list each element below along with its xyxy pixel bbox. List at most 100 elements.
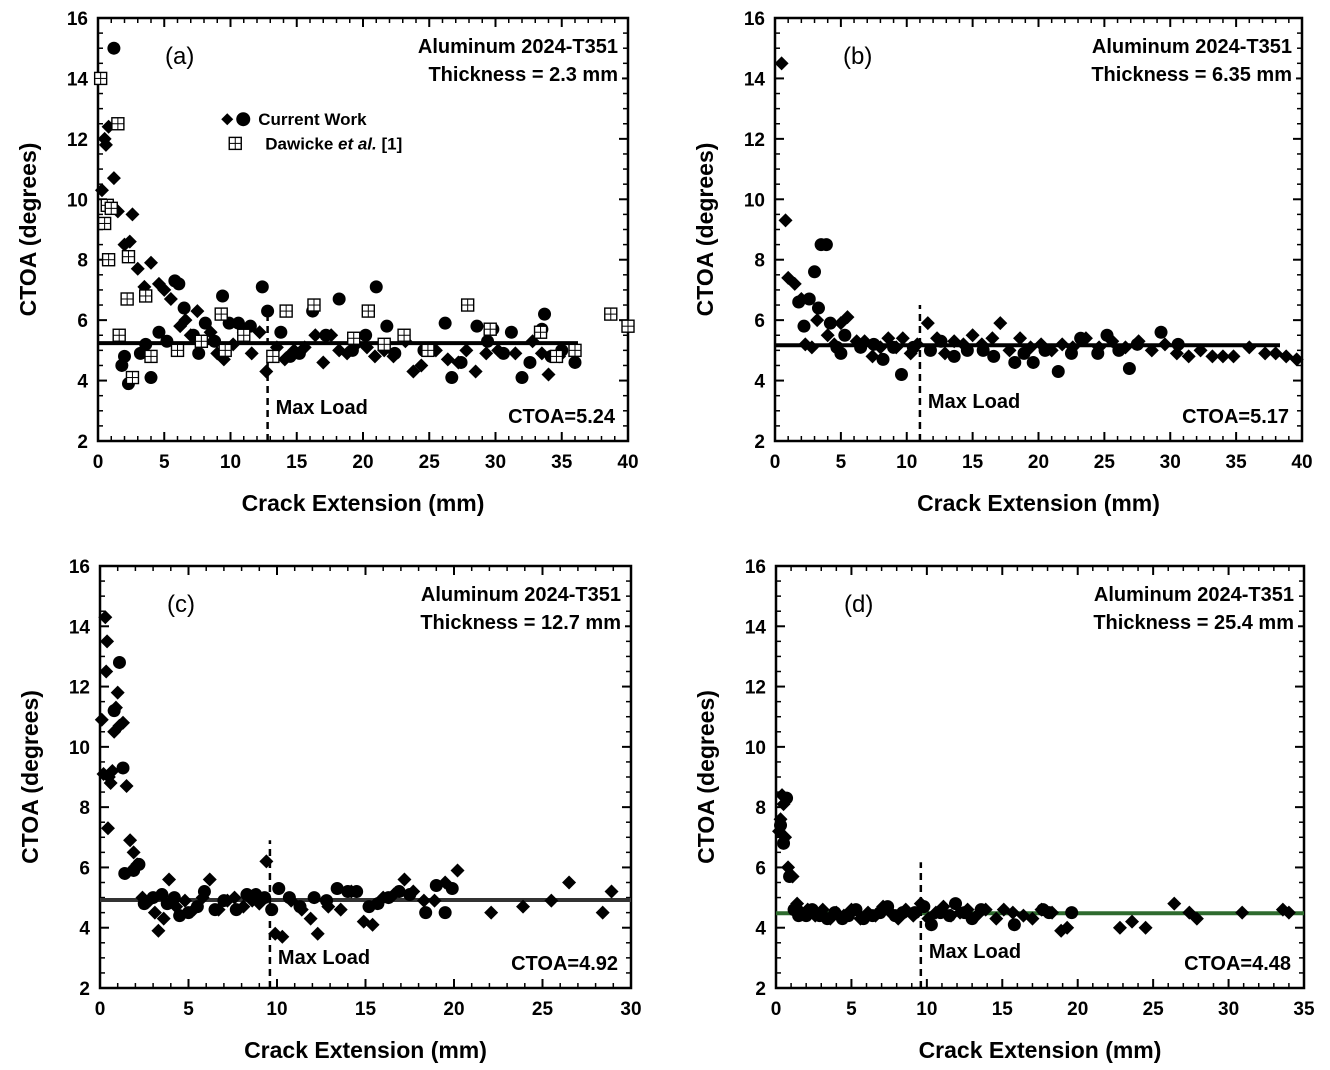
data-point-circle bbox=[1026, 355, 1040, 369]
y-tick-label: 12 bbox=[69, 678, 90, 699]
thickness-label: Thickness = 12.7 mm bbox=[420, 612, 621, 634]
y-tick-label: 4 bbox=[79, 919, 90, 940]
data-point-circle bbox=[255, 280, 269, 294]
legend-diamond-icon bbox=[221, 113, 234, 126]
y-axis-title: CTOA (degrees) bbox=[15, 143, 41, 317]
annotation-background bbox=[1042, 31, 1296, 89]
y-tick-label: 16 bbox=[69, 557, 90, 578]
data-point-circle bbox=[292, 346, 306, 360]
data-point-circle bbox=[293, 900, 307, 914]
data-point-diamond bbox=[1215, 349, 1230, 364]
x-tick-label: 10 bbox=[916, 999, 937, 1020]
x-tick-label: 30 bbox=[1218, 999, 1239, 1020]
data-point-diamond bbox=[202, 872, 217, 887]
data-point-circle bbox=[792, 295, 806, 309]
y-tick-label: 12 bbox=[744, 130, 765, 151]
y-tick-label: 12 bbox=[67, 130, 88, 151]
data-point-circle bbox=[774, 818, 788, 832]
y-tick-label: 2 bbox=[755, 979, 766, 1000]
data-point-diamond bbox=[440, 352, 455, 367]
data-point-gridsquare bbox=[361, 304, 375, 318]
data-point-diamond bbox=[778, 213, 793, 228]
data-point-diamond bbox=[774, 56, 789, 71]
thickness-label: Thickness = 25.4 mm bbox=[1093, 612, 1294, 634]
data-point-diamond bbox=[810, 313, 825, 328]
data-point-circle bbox=[783, 869, 797, 883]
data-point-circle bbox=[1171, 337, 1185, 351]
data-point-diamond bbox=[1226, 349, 1241, 364]
panel-label: (a) bbox=[165, 43, 194, 70]
x-tick-label: 35 bbox=[1293, 999, 1315, 1020]
data-point-gridsquare bbox=[121, 249, 136, 264]
x-tick-label: 0 bbox=[770, 452, 781, 473]
data-point-diamond bbox=[993, 316, 1008, 331]
data-point-gridsquare bbox=[97, 216, 112, 231]
data-point-gridsquare bbox=[483, 322, 497, 336]
data-point-diamond bbox=[1189, 911, 1204, 926]
panel-label: (d) bbox=[844, 591, 873, 618]
data-point-diamond bbox=[516, 899, 531, 914]
data-point-diamond bbox=[316, 355, 331, 370]
y-tick-label: 10 bbox=[745, 738, 766, 759]
data-point-diamond bbox=[130, 261, 145, 276]
data-point-circle bbox=[350, 885, 364, 899]
data-point-diamond bbox=[122, 234, 137, 249]
legend-dawicke-etal: et al. bbox=[338, 134, 377, 153]
data-point-diamond bbox=[94, 712, 109, 727]
data-point-gridsquare bbox=[549, 349, 564, 364]
data-point-circle bbox=[330, 882, 344, 896]
data-point-diamond bbox=[508, 346, 523, 361]
y-tick-label: 2 bbox=[754, 432, 765, 453]
x-tick-label: 0 bbox=[95, 999, 106, 1020]
y-tick-label: 14 bbox=[69, 617, 91, 638]
data-point-diamond bbox=[920, 316, 935, 331]
data-point-diamond bbox=[190, 304, 205, 319]
data-point-circle bbox=[947, 349, 961, 363]
data-point-circle bbox=[894, 368, 908, 382]
data-point-diamond bbox=[1205, 349, 1220, 364]
data-point-circle bbox=[496, 346, 510, 360]
y-tick-label: 16 bbox=[745, 557, 766, 578]
data-point-diamond bbox=[365, 917, 380, 932]
data-point-circle bbox=[332, 292, 346, 306]
data-point-diamond bbox=[119, 779, 134, 794]
data-point-circle bbox=[1154, 325, 1168, 339]
data-point-circle bbox=[949, 897, 963, 911]
y-tick-label: 10 bbox=[69, 738, 90, 759]
data-point-diamond bbox=[103, 776, 118, 791]
data-point-circle bbox=[320, 894, 334, 908]
data-point-gridsquare bbox=[237, 328, 251, 342]
data-point-gridsquare bbox=[266, 349, 280, 364]
data-point-diamond bbox=[1125, 914, 1140, 929]
y-axis-title: CTOA (degrees) bbox=[692, 143, 718, 317]
x-axis-title: Crack Extension (mm) bbox=[244, 1037, 487, 1063]
data-point-diamond bbox=[416, 893, 431, 908]
data-point-circle bbox=[167, 891, 181, 905]
x-tick-label: 40 bbox=[617, 452, 638, 473]
data-point-circle bbox=[319, 328, 333, 342]
data-point-circle bbox=[216, 289, 230, 303]
data-point-diamond bbox=[1025, 911, 1040, 926]
data-point-circle bbox=[197, 885, 211, 899]
data-point-circle bbox=[192, 346, 206, 360]
data-point-circle bbox=[272, 882, 286, 896]
data-point-diamond bbox=[604, 884, 619, 899]
y-tick-label: 6 bbox=[77, 311, 88, 332]
data-point-diamond bbox=[1281, 905, 1296, 920]
data-point-circle bbox=[208, 334, 222, 348]
data-point-diamond bbox=[1157, 337, 1172, 352]
data-point-diamond bbox=[541, 367, 556, 382]
data-point-gridsquare bbox=[621, 319, 635, 333]
data-point-gridsquare bbox=[347, 331, 361, 345]
x-tick-label: 5 bbox=[836, 452, 847, 473]
y-tick-label: 2 bbox=[77, 432, 88, 453]
x-tick-label: 35 bbox=[551, 452, 573, 473]
data-point-circle bbox=[107, 41, 121, 55]
chart-panel-c: 0 5 10 15 20 25 30 2 4 6 8 10 12 14 16 Crack Extension … bbox=[17, 557, 642, 1063]
data-point-circle bbox=[934, 334, 948, 348]
data-point-gridsquare bbox=[377, 337, 391, 352]
data-point-diamond bbox=[427, 893, 442, 908]
data-point-circle bbox=[780, 791, 794, 805]
data-point-gridsquare bbox=[104, 201, 118, 216]
data-point-diamond bbox=[595, 905, 610, 920]
